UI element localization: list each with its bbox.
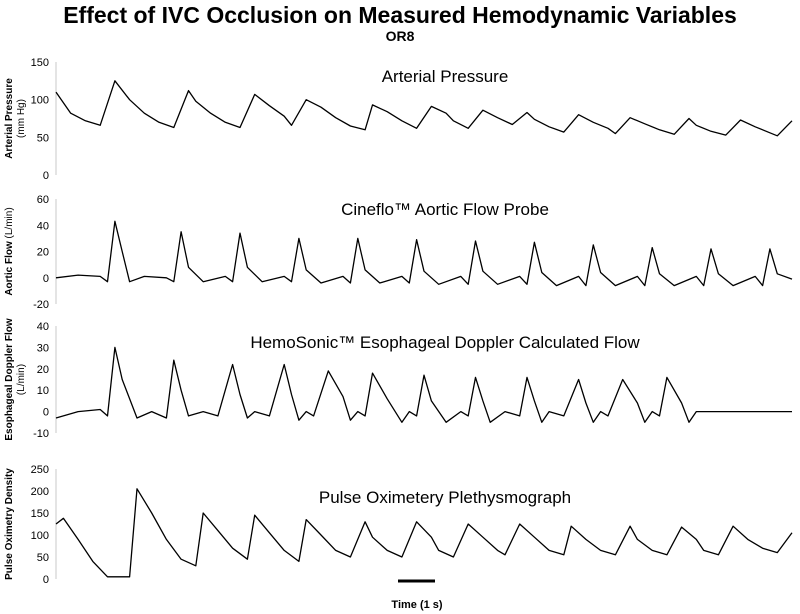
y-tick-label: 150 <box>31 508 49 520</box>
y-tick-label: 60 <box>37 194 49 206</box>
y-tick-label: 30 <box>37 342 49 354</box>
y-axis-label-name: Arterial Pressure <box>4 78 15 159</box>
y-axis-label-unit: (mm Hg) <box>16 99 27 138</box>
series-trace <box>55 220 793 287</box>
chart-title: Effect of IVC Occlusion on Measured Hemo… <box>63 2 737 28</box>
y-tick-label: 100 <box>31 95 49 107</box>
y-tick-label: -20 <box>33 299 49 311</box>
y-tick-label: 0 <box>43 407 49 419</box>
y-axis-label-unit: (L/min) <box>4 207 15 241</box>
y-tick-label: 10 <box>37 385 49 397</box>
series-trace <box>55 346 792 423</box>
panel-title: HemoSonic™ Esophageal Doppler Calculated… <box>250 333 640 352</box>
y-tick-label: -10 <box>33 428 49 440</box>
y-axis-label-name: Aortic Flow <box>4 241 15 296</box>
y-axis-label: Arterial Pressure(mm Hg) <box>4 78 27 159</box>
y-tick-label: 0 <box>43 273 49 285</box>
y-tick-label: 100 <box>31 530 49 542</box>
y-tick-label: 40 <box>37 220 49 232</box>
y-axis-label: Esophageal Doppler Flow(L/min) <box>4 318 27 440</box>
panel-2: -20 0 20 40 60 Aortic Flow (L/min) Cineflo™ Ao… <box>4 194 793 311</box>
y-axis-label: Pulse Oximetry Density <box>4 468 15 580</box>
y-tick-label: 50 <box>37 552 49 564</box>
panel-title: Pulse Oximetery Plethysmograph <box>319 488 571 507</box>
panel-title: Cineflo™ Aortic Flow Probe <box>341 200 549 219</box>
y-axis-label-name: Esophageal Doppler Flow <box>4 318 15 440</box>
y-tick-label: 0 <box>43 574 49 586</box>
panel-3: -10 0 10 20 30 40 Esophageal Doppler Flow(L/mi… <box>4 318 792 441</box>
y-tick-label: 150 <box>31 57 49 69</box>
y-tick-label: 0 <box>43 170 49 182</box>
y-axis-label-name: Pulse Oximetry Density <box>4 468 15 580</box>
panel-title: Arterial Pressure <box>382 67 509 86</box>
y-tick-label: 50 <box>37 132 49 144</box>
y-tick-label: 20 <box>37 364 49 376</box>
series-trace <box>55 488 793 578</box>
chart-subtitle: OR8 <box>385 28 415 44</box>
series-trace <box>55 80 793 137</box>
panel-4: 0 50 100 150 200 250 Pulse Oximetry Density Pul… <box>4 464 793 586</box>
y-axis-label-unit: (L/min) <box>16 364 27 395</box>
y-tick-label: 200 <box>31 486 49 498</box>
y-tick-label: 20 <box>37 247 49 259</box>
time-scale-label: Time (1 s) <box>391 599 442 611</box>
y-axis-label: Aortic Flow (L/min) <box>4 207 15 295</box>
y-tick-label: 40 <box>37 321 49 333</box>
y-tick-label: 250 <box>31 464 49 476</box>
